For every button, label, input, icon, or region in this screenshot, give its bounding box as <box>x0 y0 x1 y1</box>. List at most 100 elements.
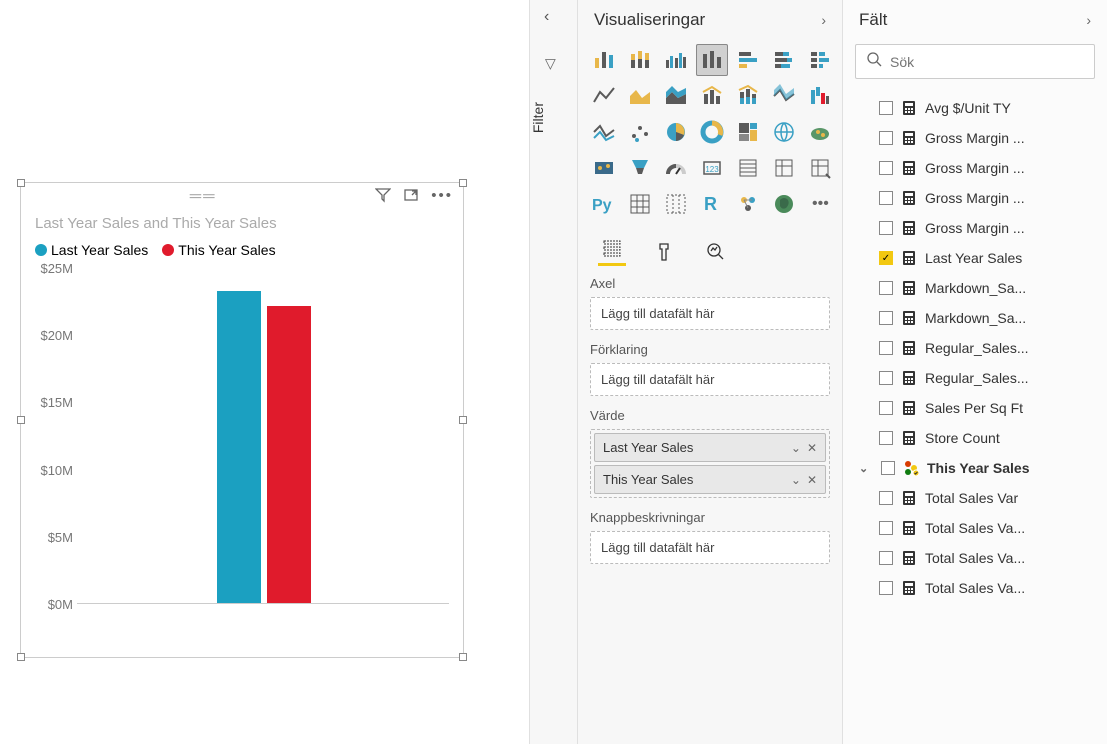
field-item[interactable]: Gross Margin ... <box>851 153 1099 183</box>
field-item[interactable]: Avg $/Unit TY <box>851 93 1099 123</box>
filter-pane-collapsed[interactable]: ‹ ◁ Filter <box>530 0 578 744</box>
tooltip-well[interactable]: Lägg till datafält här <box>590 531 830 564</box>
value-well[interactable]: Last Year Sales⌄✕This Year Sales⌄✕ <box>590 429 830 498</box>
bar[interactable] <box>267 306 311 603</box>
viz-type-icon[interactable] <box>660 44 692 76</box>
viz-type-icon[interactable] <box>660 152 692 184</box>
field-checkbox[interactable] <box>879 371 893 385</box>
remove-icon[interactable]: ✕ <box>807 473 817 487</box>
legend-well[interactable]: Lägg till datafält här <box>590 363 830 396</box>
viz-type-icon[interactable]: R <box>696 188 728 220</box>
field-item[interactable]: Sales Per Sq Ft <box>851 393 1099 423</box>
viz-type-icon[interactable] <box>768 188 800 220</box>
viz-type-icon[interactable] <box>732 152 764 184</box>
analytics-tab-icon[interactable] <box>702 238 730 266</box>
viz-type-icon[interactable] <box>804 80 836 112</box>
field-item[interactable]: Store Count <box>851 423 1099 453</box>
field-checkbox[interactable] <box>879 221 893 235</box>
viz-type-icon[interactable] <box>696 80 728 112</box>
format-tab-icon[interactable] <box>650 238 678 266</box>
viz-type-icon[interactable]: Py <box>588 188 620 220</box>
chart-visual[interactable]: ══ ••• Last Year Sales and This Year Sal… <box>20 182 464 658</box>
fields-tab-icon[interactable] <box>598 238 626 266</box>
field-item[interactable]: Gross Margin ... <box>851 213 1099 243</box>
field-checkbox[interactable] <box>879 311 893 325</box>
field-checkbox[interactable] <box>879 191 893 205</box>
value-well-item[interactable]: This Year Sales⌄✕ <box>594 465 826 494</box>
viz-type-icon[interactable] <box>696 44 728 76</box>
resize-handle[interactable] <box>459 179 467 187</box>
field-checkbox[interactable]: ✓ <box>879 251 893 265</box>
field-item[interactable]: Regular_Sales... <box>851 333 1099 363</box>
field-checkbox[interactable] <box>879 491 893 505</box>
chevron-left-icon[interactable]: ‹ <box>544 8 549 26</box>
value-well-item[interactable]: Last Year Sales⌄✕ <box>594 433 826 462</box>
field-item[interactable]: Regular_Sales... <box>851 363 1099 393</box>
viz-type-icon[interactable]: 123 <box>696 152 728 184</box>
field-checkbox[interactable] <box>879 281 893 295</box>
chevron-down-icon[interactable]: ⌄ <box>791 441 801 455</box>
viz-type-icon[interactable] <box>768 44 800 76</box>
resize-handle[interactable] <box>459 416 467 424</box>
viz-type-icon[interactable] <box>768 152 800 184</box>
resize-handle[interactable] <box>17 653 25 661</box>
more-options-icon[interactable]: ••• <box>431 187 453 207</box>
field-checkbox[interactable] <box>879 161 893 175</box>
field-item[interactable]: Total Sales Va... <box>851 513 1099 543</box>
viz-type-icon[interactable] <box>624 116 656 148</box>
resize-handle[interactable] <box>17 416 25 424</box>
viz-type-icon[interactable] <box>804 116 836 148</box>
viz-type-icon[interactable] <box>660 80 692 112</box>
field-item[interactable]: Total Sales Va... <box>851 573 1099 603</box>
viz-type-icon[interactable] <box>804 152 836 184</box>
viz-type-icon[interactable] <box>732 116 764 148</box>
remove-icon[interactable]: ✕ <box>807 441 817 455</box>
field-checkbox[interactable] <box>879 401 893 415</box>
viz-type-icon[interactable]: ••• <box>804 188 836 220</box>
field-checkbox[interactable] <box>879 341 893 355</box>
viz-type-icon[interactable] <box>768 116 800 148</box>
field-checkbox[interactable] <box>879 131 893 145</box>
bar[interactable] <box>217 291 261 603</box>
viz-type-icon[interactable] <box>732 80 764 112</box>
axis-well[interactable]: Lägg till datafält här <box>590 297 830 330</box>
search-input[interactable] <box>890 54 1084 70</box>
expand-icon[interactable]: ⌄ <box>859 462 873 475</box>
viz-type-icon[interactable] <box>624 44 656 76</box>
field-item[interactable]: Gross Margin ... <box>851 123 1099 153</box>
field-checkbox[interactable] <box>879 521 893 535</box>
viz-type-icon[interactable] <box>624 80 656 112</box>
focus-mode-icon[interactable] <box>403 187 419 207</box>
viz-type-icon[interactable] <box>696 116 728 148</box>
report-canvas[interactable]: ══ ••• Last Year Sales and This Year Sal… <box>0 0 530 744</box>
viz-type-icon[interactable] <box>660 116 692 148</box>
viz-type-icon[interactable] <box>624 188 656 220</box>
field-item[interactable]: Total Sales Va... <box>851 543 1099 573</box>
field-item[interactable]: Total Sales Var <box>851 483 1099 513</box>
chevron-right-icon[interactable]: › <box>821 12 826 28</box>
viz-type-icon[interactable] <box>588 152 620 184</box>
field-checkbox[interactable] <box>879 101 893 115</box>
field-item[interactable]: Markdown_Sa... <box>851 303 1099 333</box>
filter-icon[interactable] <box>375 187 391 207</box>
viz-type-icon[interactable] <box>624 152 656 184</box>
fields-search[interactable] <box>855 44 1095 79</box>
field-item[interactable]: ✓Last Year Sales <box>851 243 1099 273</box>
chevron-right-icon[interactable]: › <box>1086 12 1091 28</box>
viz-type-icon[interactable] <box>588 116 620 148</box>
field-item[interactable]: Markdown_Sa... <box>851 273 1099 303</box>
viz-type-icon[interactable] <box>804 44 836 76</box>
field-checkbox[interactable] <box>879 551 893 565</box>
field-checkbox[interactable] <box>879 431 893 445</box>
drag-grip-icon[interactable]: ══ <box>31 188 375 206</box>
field-checkbox[interactable] <box>879 581 893 595</box>
viz-type-icon[interactable] <box>660 188 692 220</box>
resize-handle[interactable] <box>17 179 25 187</box>
field-item[interactable]: Gross Margin ... <box>851 183 1099 213</box>
field-checkbox[interactable] <box>881 461 895 475</box>
viz-type-icon[interactable] <box>732 44 764 76</box>
resize-handle[interactable] <box>459 653 467 661</box>
viz-type-icon[interactable] <box>768 80 800 112</box>
viz-type-icon[interactable] <box>588 44 620 76</box>
chevron-down-icon[interactable]: ⌄ <box>791 473 801 487</box>
